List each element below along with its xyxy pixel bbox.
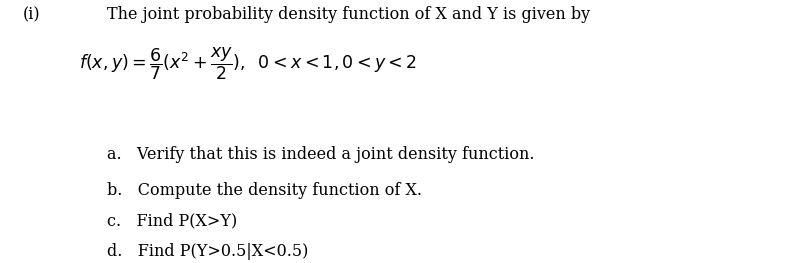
Text: a.   Verify that this is indeed a joint density function.: a. Verify that this is indeed a joint de… [107, 146, 535, 164]
Text: (i): (i) [23, 6, 40, 23]
Text: The joint probability density function of X and Y is given by: The joint probability density function o… [107, 6, 590, 23]
Text: b.   Compute the density function of X.: b. Compute the density function of X. [107, 182, 422, 199]
Text: $f(x, y) = \dfrac{6}{7}(x^2 + \dfrac{xy}{2}),\;\; 0 < x < 1, 0 < y < 2$: $f(x, y) = \dfrac{6}{7}(x^2 + \dfrac{xy}… [79, 45, 417, 82]
Text: d.   Find P(Y>0.5|X<0.5): d. Find P(Y>0.5|X<0.5) [107, 243, 309, 260]
Text: c.   Find P(X>Y): c. Find P(X>Y) [107, 213, 238, 230]
